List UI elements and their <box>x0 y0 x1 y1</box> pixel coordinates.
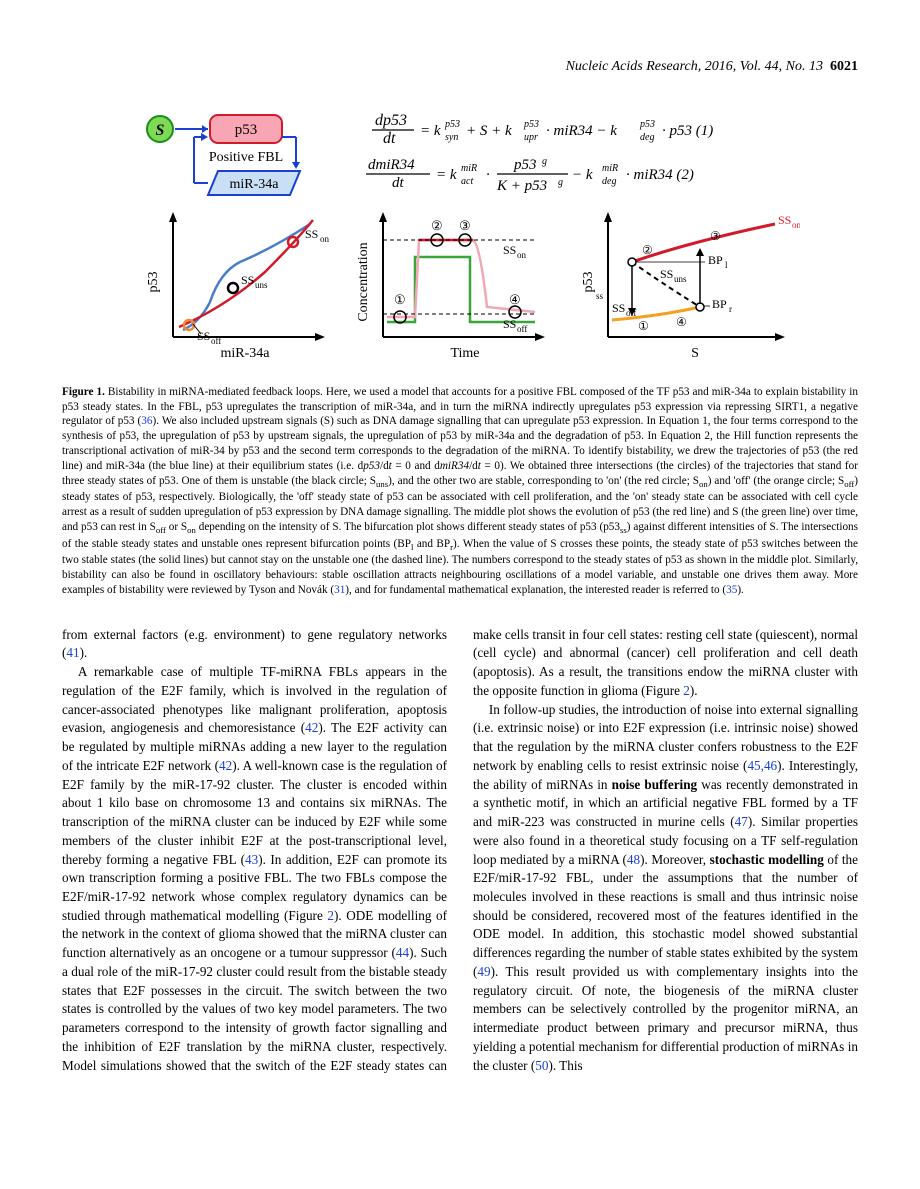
svg-text:④: ④ <box>676 315 687 329</box>
svg-text:SS: SS <box>612 301 625 315</box>
svg-text:miR-34a: miR-34a <box>221 346 271 361</box>
svg-text:BP: BP <box>712 297 727 311</box>
svg-text:off: off <box>211 336 221 346</box>
p53-label: p53 <box>235 122 258 138</box>
svg-text:p53: p53 <box>639 119 655 130</box>
arrowhead-2 <box>292 162 300 169</box>
figure-1: S p53 Positive FBL miR-34a dp53 dt = k p… <box>120 107 800 367</box>
page-number: 6021 <box>830 59 858 74</box>
ref-43[interactable]: 43 <box>245 852 258 867</box>
para-3: In follow-up studies, the introduction o… <box>473 701 858 1076</box>
para-1: from external factors (e.g. environment)… <box>62 626 447 663</box>
ref-45-46[interactable]: 45,46 <box>747 758 777 773</box>
svg-text:SS: SS <box>241 273 254 287</box>
svg-text:act: act <box>461 176 473 187</box>
svg-text:· miR34 (2): · miR34 (2) <box>626 167 694 183</box>
figure-label: Figure 1. <box>62 386 105 398</box>
svg-text:SS: SS <box>778 213 791 227</box>
ref-41[interactable]: 41 <box>66 645 79 660</box>
fbl-label: Positive FBL <box>209 150 283 165</box>
ref-48[interactable]: 48 <box>627 852 640 867</box>
svg-text:SS: SS <box>305 227 318 241</box>
eq1-rhs: = k <box>420 123 441 139</box>
plot-1: p53 miR-34a SSon SSuns SSoff <box>146 212 330 361</box>
ref-50[interactable]: 50 <box>535 1058 548 1073</box>
bold-stochastic: stochastic modelling <box>710 852 824 867</box>
svg-text:SS: SS <box>503 317 516 331</box>
svg-text:= k: = k <box>436 167 457 183</box>
svg-text:④: ④ <box>509 292 521 307</box>
svg-text:· p53 (1): · p53 (1) <box>662 123 713 139</box>
svg-text:deg: deg <box>640 132 654 143</box>
svg-text:p53: p53 <box>581 271 596 292</box>
plot-3: p53 ss S SSon SSoff SSuns BPl BPr ① ② ③ … <box>581 212 800 361</box>
arrowhead-3 <box>201 133 208 141</box>
svg-text:p53: p53 <box>146 271 161 292</box>
svg-text:②: ② <box>431 218 443 233</box>
svg-text:+ S + k: + S + k <box>466 123 512 139</box>
svg-text:on: on <box>517 250 527 260</box>
svg-text:off: off <box>517 324 527 334</box>
svg-text:r: r <box>729 304 732 314</box>
svg-text:upr: upr <box>524 132 538 143</box>
svg-text:syn: syn <box>445 132 458 143</box>
figure-caption: Figure 1. Bistability in miRNA-mediated … <box>62 385 858 598</box>
ref-31[interactable]: 31 <box>334 584 345 596</box>
svg-text:BP: BP <box>708 253 723 267</box>
svg-text:on: on <box>792 220 800 230</box>
body-text: from external factors (e.g. environment)… <box>62 626 858 1076</box>
svg-text:miR: miR <box>461 163 477 174</box>
page-header: Nucleic Acids Research, 2016, Vol. 44, N… <box>62 58 858 77</box>
svg-text:ss: ss <box>596 291 604 301</box>
plot-2: Concentration Time ① ② ③ ④ SSon SSoff <box>356 212 545 361</box>
s-label: S <box>156 122 165 139</box>
svg-text:deg: deg <box>602 176 616 187</box>
svg-text:l: l <box>725 260 728 270</box>
fig-2-link-b[interactable]: 2 <box>683 683 690 698</box>
svg-text:p53: p53 <box>523 119 539 130</box>
arrowhead-1 <box>202 125 208 133</box>
svg-text:g: g <box>542 156 547 167</box>
svg-text:·: · <box>486 167 490 183</box>
svg-text:SS: SS <box>503 243 516 257</box>
svg-text:off: off <box>626 308 636 318</box>
svg-text:miR: miR <box>602 163 618 174</box>
svg-text:p53: p53 <box>444 119 460 130</box>
mir-label: miR-34a <box>230 177 280 192</box>
svg-text:on: on <box>320 234 330 244</box>
svg-text:S: S <box>691 346 699 361</box>
svg-text:K + p53: K + p53 <box>496 178 547 194</box>
ref-36[interactable]: 36 <box>141 415 152 427</box>
ref-49[interactable]: 49 <box>477 964 490 979</box>
ref-47[interactable]: 47 <box>735 814 748 829</box>
ref-42b[interactable]: 42 <box>219 758 232 773</box>
equations: dp53 dt = k p53 syn + S + k p53 upr · mi… <box>366 112 713 194</box>
svg-text:uns: uns <box>255 280 268 290</box>
svg-text:③: ③ <box>459 218 471 233</box>
ref-44[interactable]: 44 <box>396 945 409 960</box>
diagram-panel: S p53 Positive FBL miR-34a <box>147 115 300 195</box>
fig-2-link[interactable]: 2 <box>327 908 334 923</box>
svg-text:g: g <box>558 177 563 188</box>
svg-text:③: ③ <box>710 229 721 243</box>
svg-text:①: ① <box>394 292 406 307</box>
journal-title: Nucleic Acids Research, 2016, Vol. 44, N… <box>566 59 823 74</box>
svg-text:p53: p53 <box>513 157 537 173</box>
svg-text:− k: − k <box>572 167 593 183</box>
svg-text:①: ① <box>638 319 649 333</box>
svg-text:Time: Time <box>450 346 479 361</box>
svg-text:uns: uns <box>674 274 687 284</box>
svg-text:Concentration: Concentration <box>356 242 371 321</box>
bold-noise-buffering: noise buffering <box>612 777 697 792</box>
svg-text:· miR34 − k: · miR34 − k <box>546 123 617 139</box>
ref-35[interactable]: 35 <box>726 584 737 596</box>
svg-text:②: ② <box>642 243 653 257</box>
figure-svg: S p53 Positive FBL miR-34a dp53 dt = k p… <box>120 107 800 367</box>
ref-42[interactable]: 42 <box>305 720 318 735</box>
svg-text:SS: SS <box>660 267 673 281</box>
